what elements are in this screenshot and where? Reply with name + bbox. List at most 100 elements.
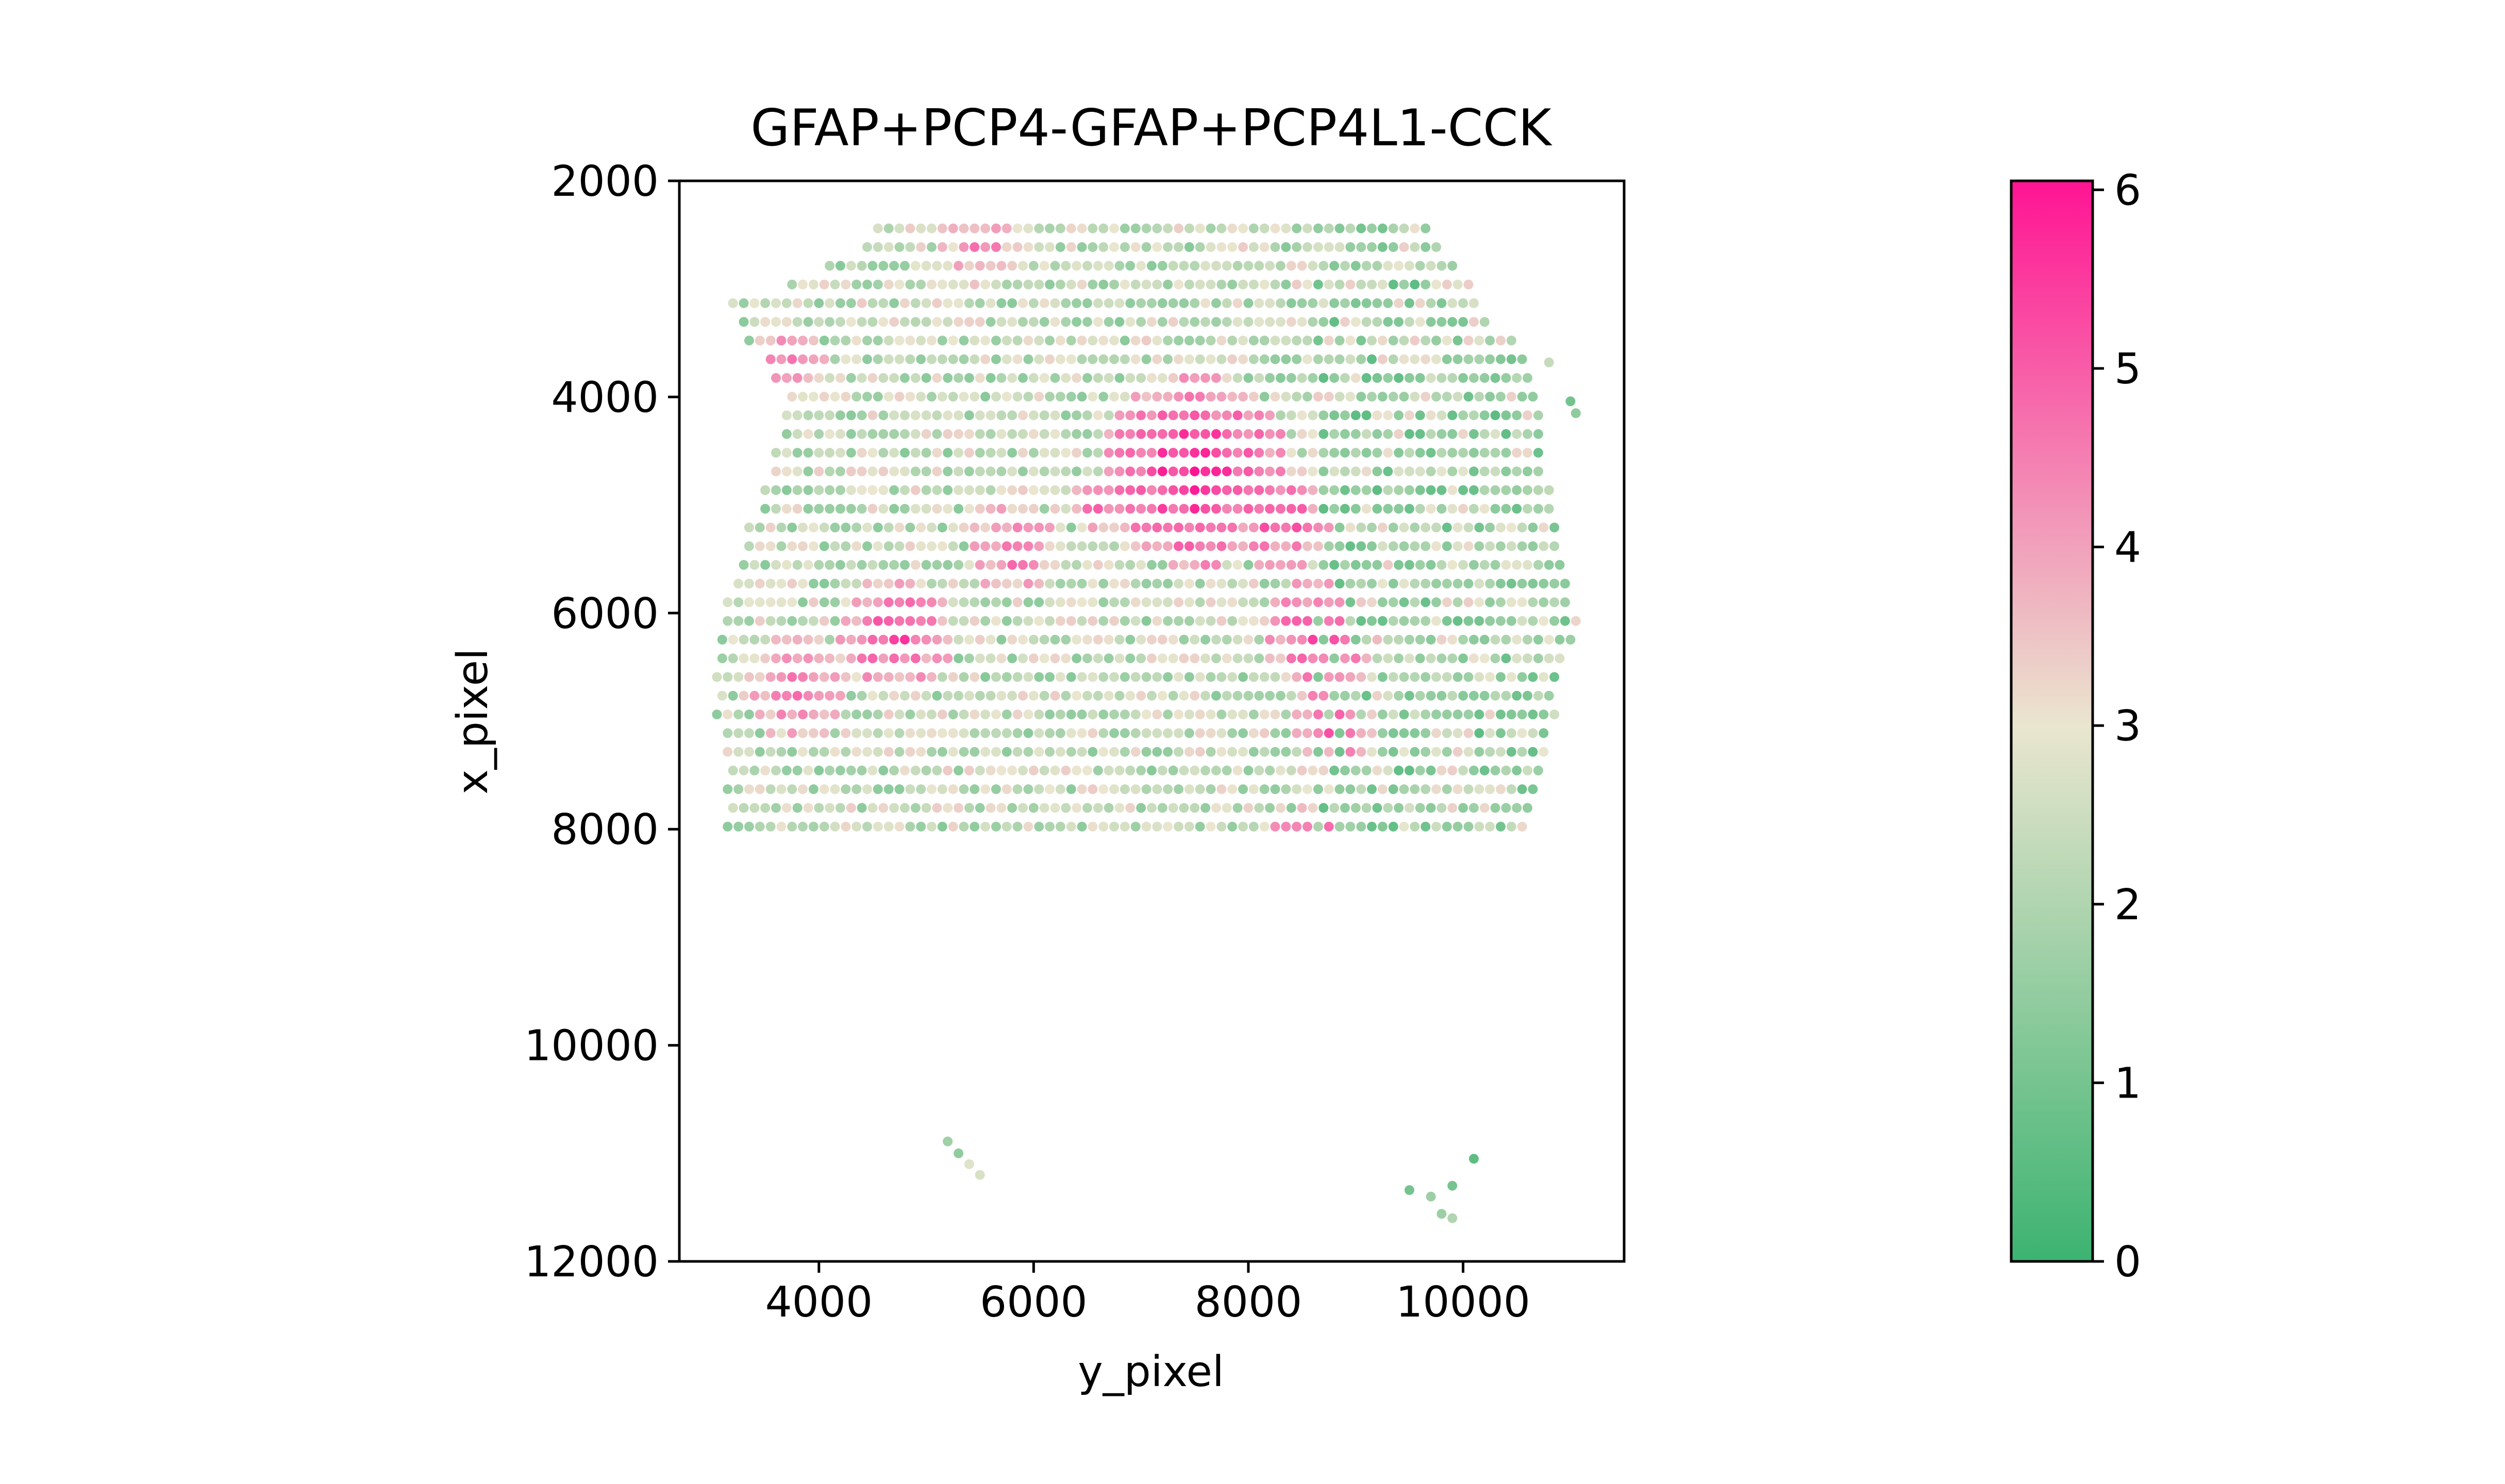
spot <box>1077 616 1087 626</box>
spot <box>1066 821 1076 832</box>
spot <box>1157 466 1167 477</box>
spot <box>1533 690 1543 701</box>
spot <box>1163 541 1173 551</box>
spot <box>1082 560 1092 570</box>
spot <box>1549 616 1560 626</box>
spot <box>1243 317 1254 327</box>
spot <box>1555 653 1565 664</box>
spot <box>798 616 808 626</box>
spot <box>1184 579 1194 589</box>
spot <box>1324 392 1334 402</box>
spot <box>1447 653 1458 664</box>
spot <box>1468 466 1479 477</box>
spot <box>1431 279 1441 290</box>
spot <box>1211 690 1221 701</box>
spot <box>1528 392 1538 402</box>
spot <box>1012 728 1023 738</box>
spot <box>1018 765 1028 775</box>
spot <box>1147 653 1157 664</box>
spot <box>819 541 829 551</box>
spot <box>755 597 765 608</box>
spot <box>1222 485 1232 495</box>
spot <box>1055 672 1065 682</box>
spot <box>1318 503 1329 514</box>
spot <box>964 317 974 327</box>
spot <box>1152 223 1162 233</box>
spot <box>857 765 867 775</box>
spot <box>1324 541 1334 551</box>
spot <box>787 392 797 402</box>
spot <box>1437 448 1447 458</box>
spot <box>937 710 947 719</box>
spot <box>1227 541 1238 551</box>
spot <box>1286 634 1296 645</box>
spot <box>1399 597 1409 608</box>
spot <box>744 597 754 608</box>
spot <box>1061 466 1071 477</box>
spot <box>1281 335 1291 346</box>
spot <box>1447 410 1458 420</box>
spot <box>1120 747 1130 757</box>
spot <box>1463 728 1474 738</box>
spot <box>1152 597 1162 608</box>
spot <box>1528 784 1538 795</box>
spot <box>1157 560 1167 570</box>
spot <box>980 223 991 233</box>
spot <box>1512 373 1522 383</box>
spot <box>1528 541 1538 551</box>
spot <box>1114 466 1125 477</box>
spot <box>1034 354 1044 364</box>
spot <box>814 429 824 439</box>
spot <box>1377 335 1388 346</box>
x-axis-ticks: 4000 6000 8000 10000 <box>765 1261 1530 1327</box>
spot <box>1377 821 1388 832</box>
spot <box>1383 485 1393 495</box>
spot <box>728 298 738 308</box>
spot <box>867 466 878 477</box>
spot <box>1377 747 1388 757</box>
spot <box>959 672 969 682</box>
spot <box>996 485 1007 495</box>
spot <box>867 653 878 664</box>
spot <box>996 317 1007 327</box>
spot <box>1361 653 1372 664</box>
spot <box>1120 728 1130 738</box>
spot <box>1109 784 1120 795</box>
spot <box>819 672 829 682</box>
spot <box>1549 541 1560 551</box>
spot <box>792 298 803 308</box>
spot <box>1028 503 1039 514</box>
spot <box>1377 728 1388 738</box>
spot <box>927 279 937 290</box>
spot <box>808 541 819 551</box>
spot <box>781 466 792 477</box>
plot-area <box>678 179 1626 1263</box>
spot <box>910 429 921 439</box>
spot <box>1077 223 1087 233</box>
spot <box>1147 466 1157 477</box>
spot <box>1018 653 1028 664</box>
spot <box>1468 485 1479 495</box>
spot <box>878 634 889 645</box>
spot <box>846 653 856 664</box>
spot <box>1195 784 1205 795</box>
spot <box>1001 784 1012 795</box>
spot <box>1045 616 1055 626</box>
spot <box>959 335 969 346</box>
spot <box>825 560 835 570</box>
spot <box>1442 279 1452 290</box>
spot <box>1496 728 1506 738</box>
spot <box>1168 373 1178 383</box>
spot <box>765 541 776 551</box>
spot <box>1415 503 1425 514</box>
spot <box>1211 410 1221 420</box>
spot <box>1265 485 1275 495</box>
spot <box>1152 522 1162 533</box>
spot <box>723 821 733 832</box>
spot <box>948 728 958 738</box>
spot <box>1549 672 1560 682</box>
spot <box>867 448 878 458</box>
spot <box>991 541 1001 551</box>
spot <box>846 690 856 701</box>
spot <box>937 541 947 551</box>
